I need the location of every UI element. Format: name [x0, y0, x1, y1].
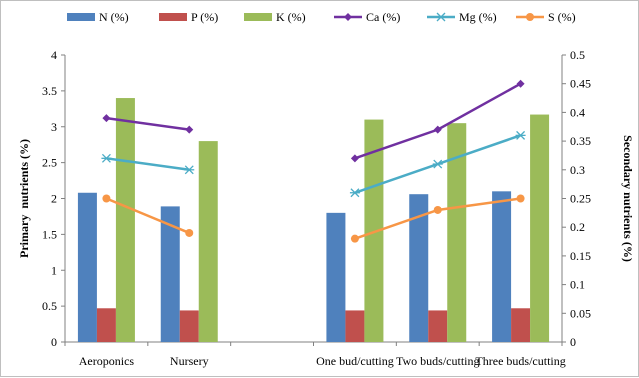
bar-k: [115, 98, 135, 342]
right-tick-label: 0.4: [570, 105, 585, 119]
point-mg: [515, 130, 526, 140]
legend-item-k: K (%): [244, 10, 306, 24]
right-tick-label: 0.35: [570, 134, 591, 148]
left-tick-label: 4: [51, 48, 57, 62]
left-tick-label: 2: [51, 192, 57, 206]
bar-p: [345, 310, 365, 342]
point-ca: [350, 154, 359, 163]
point-mg: [101, 153, 112, 163]
right-tick-label: 0.05: [570, 306, 591, 320]
bar-p: [179, 310, 199, 342]
labels: 0 0.5 1 1.5 2 2.5 3 3.5 4 0 0.05 0.1 0.15 0.2 0.25 0.3 0…: [17, 48, 635, 368]
left-tick-label: 0: [51, 335, 57, 349]
point-s: [185, 228, 194, 237]
point-s: [433, 205, 442, 214]
right-tick-label: 0.25: [570, 192, 591, 206]
line-mg: [106, 157, 190, 172]
left-tick-label: 2.5: [42, 156, 57, 170]
point-mg: [432, 159, 443, 169]
legend-item-p: P (%): [159, 10, 218, 24]
bar-k: [447, 123, 467, 342]
legend-swatch: [159, 13, 187, 21]
bar-n: [160, 206, 180, 342]
bar-n: [492, 191, 512, 342]
bar-k: [198, 141, 218, 342]
bar-p: [511, 308, 531, 342]
bars: [77, 98, 550, 343]
left-tick-label: 1.5: [42, 227, 57, 241]
right-tick-label: 0: [570, 335, 576, 349]
category-label: Three buds/cutting: [475, 354, 565, 368]
legend-label: N (%): [99, 10, 129, 24]
right-tick-label: 0.3: [570, 163, 585, 177]
point-s: [516, 194, 525, 203]
right-tick-label: 0.1: [570, 278, 585, 292]
legend-marker: [526, 13, 534, 21]
legend-item-s: S (%): [516, 10, 576, 24]
legend-label: P (%): [191, 10, 218, 24]
point-mg: [349, 188, 360, 198]
bar-n: [77, 192, 97, 342]
point-ca: [433, 125, 442, 134]
category-label: One bud/cutting: [316, 354, 394, 368]
legend-marker: [436, 12, 446, 22]
category-label: Nursery: [170, 354, 209, 368]
point-ca: [516, 79, 525, 88]
point-s: [102, 194, 111, 203]
legend-swatch: [244, 13, 272, 21]
bar-k: [530, 114, 550, 343]
legend-label: K (%): [276, 10, 306, 24]
left-tick-label: 3.5: [42, 84, 57, 98]
bar-n: [326, 212, 346, 342]
legend-label: Mg (%): [459, 10, 497, 24]
legend-label: Ca (%): [366, 10, 400, 24]
point-s: [350, 234, 359, 243]
category-label: Aeroponics: [79, 354, 135, 368]
point-ca: [102, 114, 111, 123]
category-label: Two buds/cutting: [396, 354, 480, 368]
line-s: [105, 197, 190, 235]
legend-label: S (%): [548, 10, 576, 24]
point-ca: [185, 125, 194, 134]
legend: N (%) P (%) K (%) Ca (%) Mg (%) S (%): [67, 10, 576, 24]
left-tick-label: 1: [51, 263, 57, 277]
right-tick-label: 0.2: [570, 220, 585, 234]
bar-n: [409, 194, 429, 342]
left-axis-title: Primary nutrients (%): [17, 139, 31, 258]
right-tick-label: 0.5: [570, 48, 585, 62]
left-tick-label: 3: [51, 120, 57, 134]
line-ca: [106, 116, 190, 131]
right-axis-title: Secondary nutrients (%): [621, 135, 635, 262]
right-tick-label: 0.15: [570, 249, 591, 263]
lines: [101, 79, 526, 243]
legend-item-mg: Mg (%): [427, 10, 497, 24]
bar-p: [428, 310, 448, 342]
axes: [61, 54, 566, 346]
legend-swatch: [67, 13, 95, 21]
legend-item-n: N (%): [67, 10, 129, 24]
left-tick-label: 0.5: [42, 299, 57, 313]
point-mg: [184, 165, 195, 175]
bar-p: [96, 308, 116, 342]
legend-item-ca: Ca (%): [334, 10, 400, 24]
legend-marker: [344, 13, 352, 21]
right-tick-label: 0.45: [570, 77, 591, 91]
